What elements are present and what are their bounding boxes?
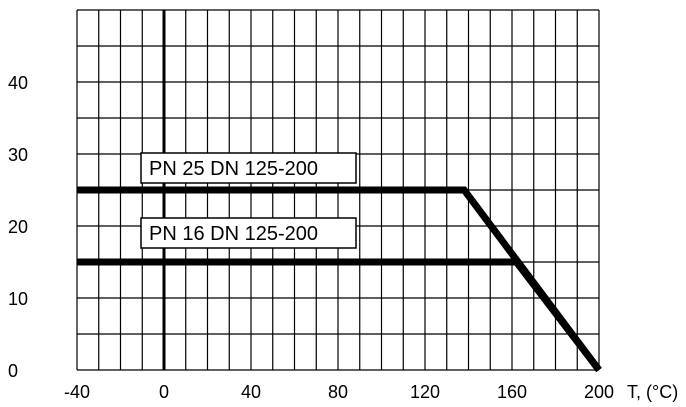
series-label-1: PN 25 DN 125-200 [140,152,357,184]
series-label-box [140,152,357,184]
x-axis-label: T, (°C) [627,382,678,402]
x-tick-label: 80 [328,382,348,402]
y-tick-label: 0 [8,361,18,381]
x-tick-label: 200 [584,382,614,402]
series-line-2 [77,258,602,373]
series-label-text: PN 16 DN 125-200 [149,223,318,245]
y-tick-label: 30 [8,145,28,165]
y-tick-label: 10 [8,289,28,309]
x-tick-label: 120 [410,382,440,402]
series-label-2: PN 16 DN 125-200 [140,217,357,249]
series-label-box [140,217,357,249]
x-tick-label: 40 [241,382,261,402]
y-tick-label: 20 [8,217,28,237]
x-tick-label: -40 [64,382,90,402]
y-tick-label: 40 [8,73,28,93]
y-tick-labels: 0 10 20 30 40 [8,73,28,381]
series-label-text: PN 25 DN 125-200 [149,158,318,180]
x-tick-label: 0 [159,382,169,402]
series-labels: PN 25 DN 125-200 PN 16 DN 125-200 [140,152,357,249]
x-tick-labels: -40 0 40 80 120 160 200 [64,382,614,402]
x-tick-label: 160 [497,382,527,402]
series-lines [77,186,602,373]
